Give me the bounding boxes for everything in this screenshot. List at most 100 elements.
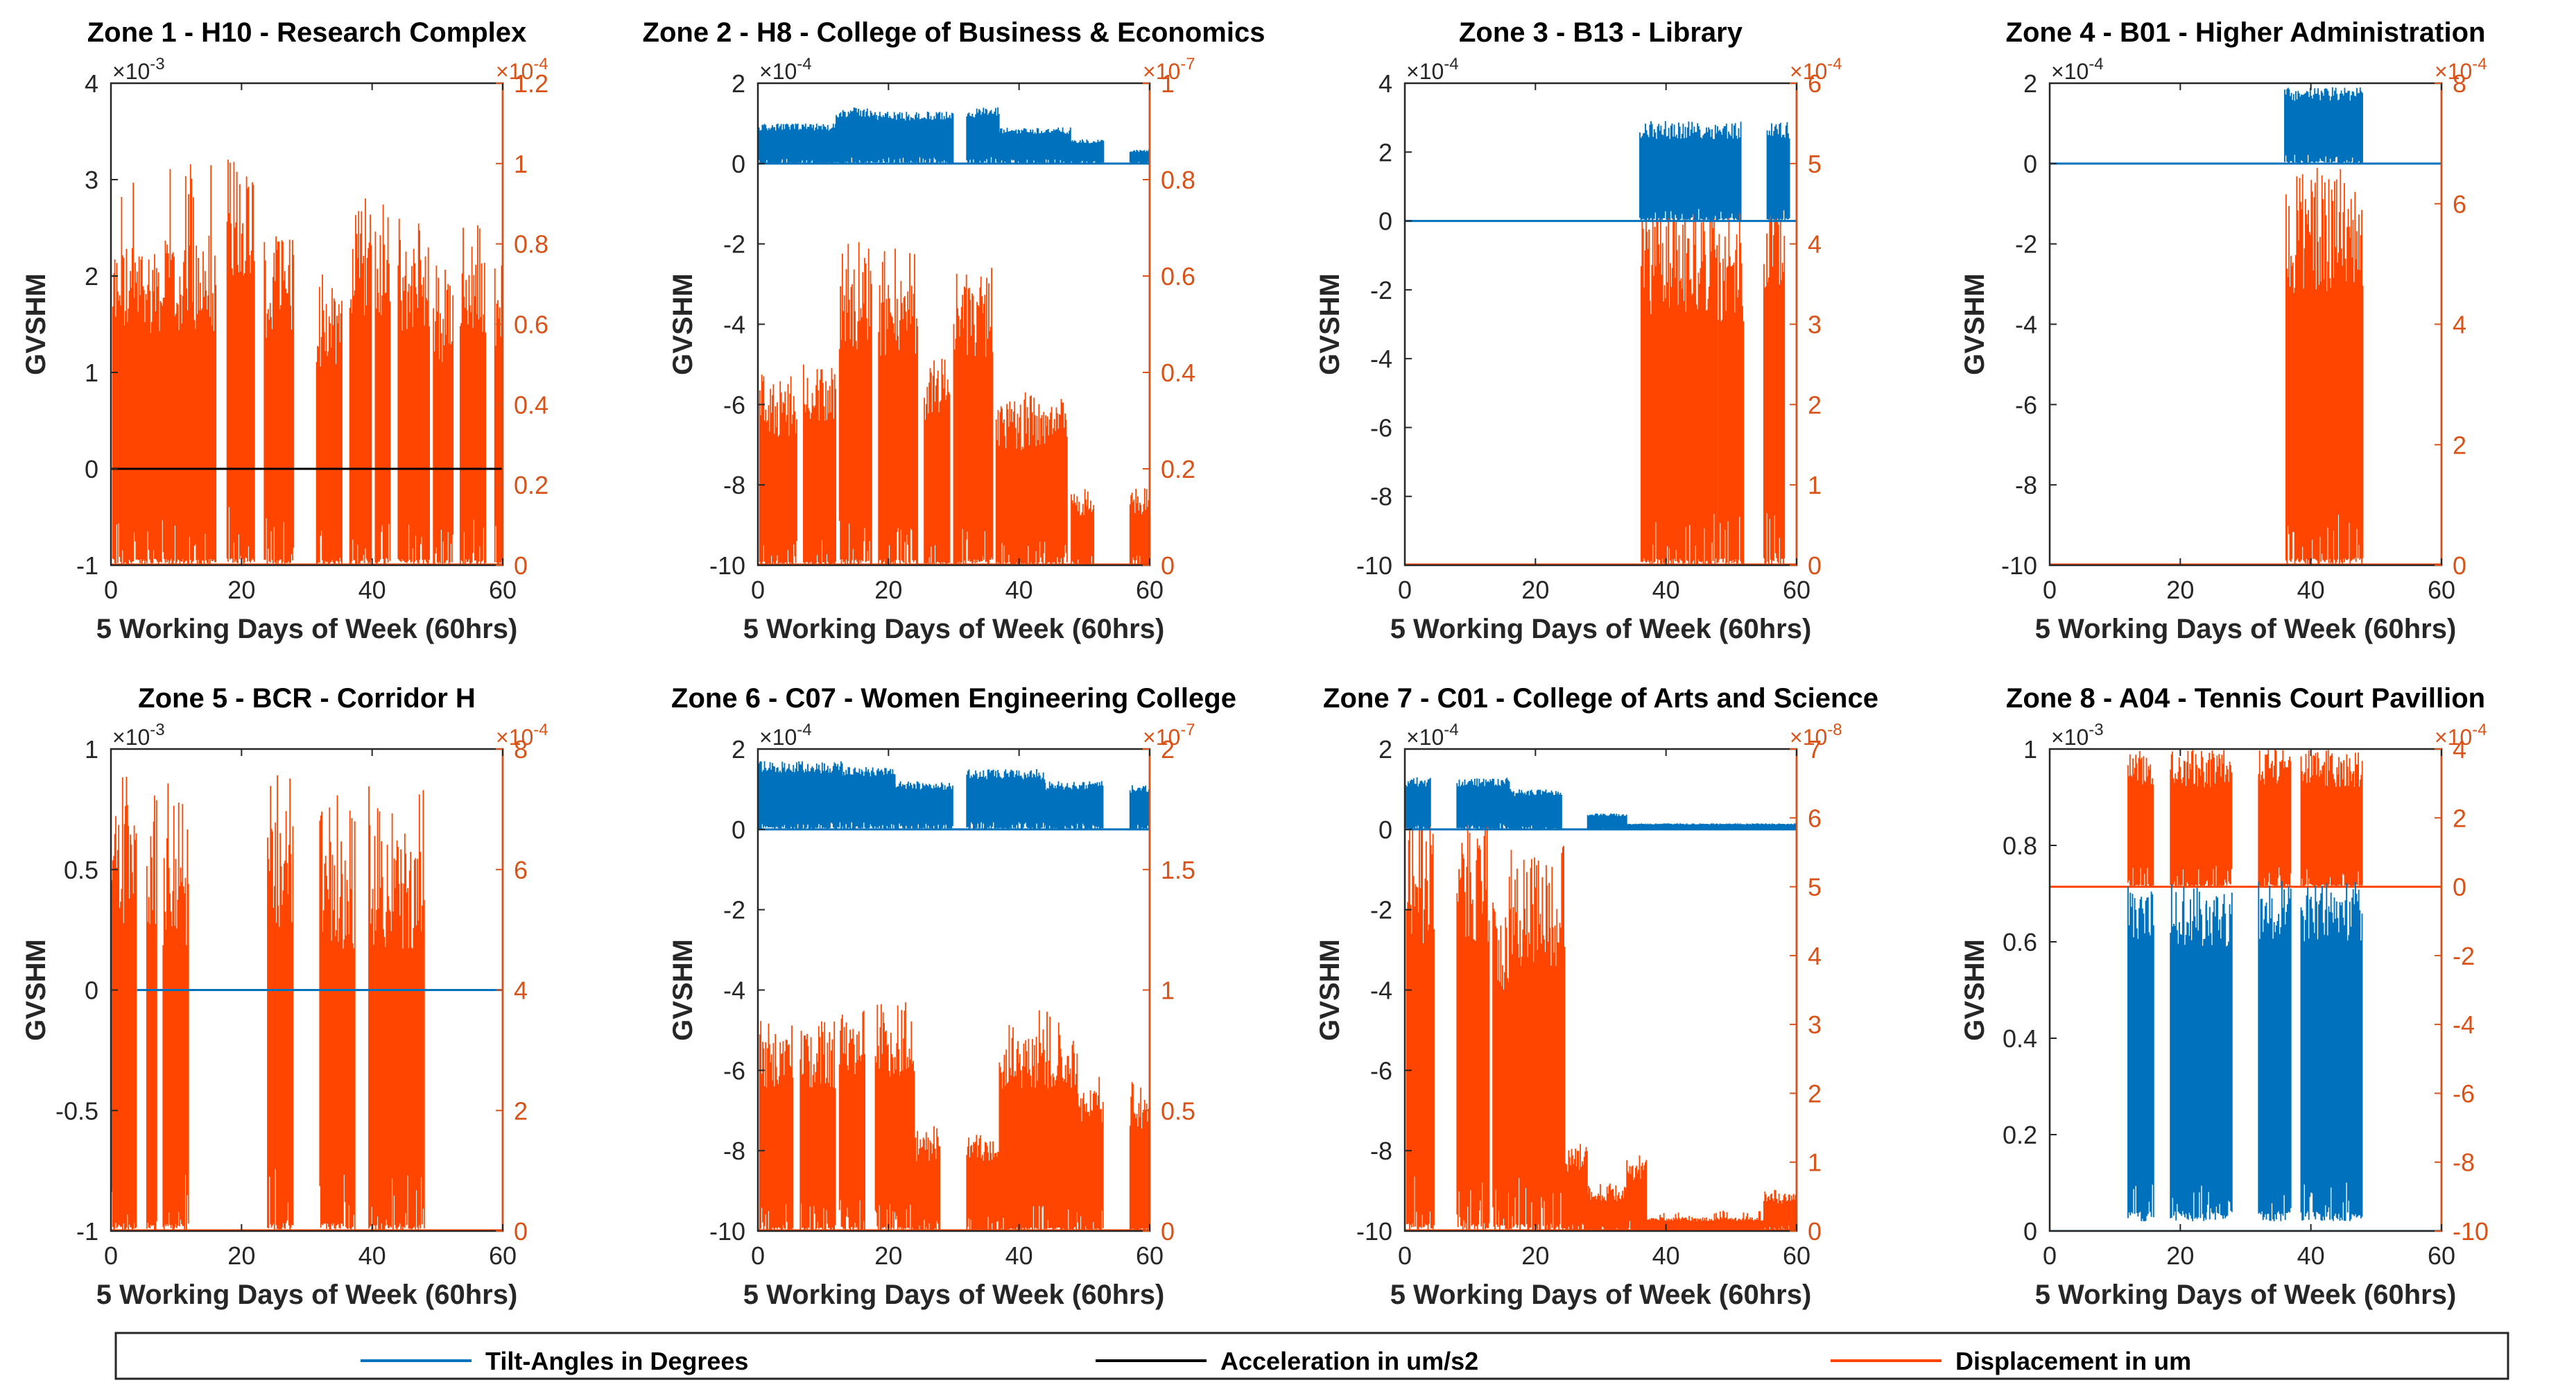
y-left-tick-label: 0 bbox=[732, 150, 745, 178]
left-exponent-power: -3 bbox=[150, 55, 164, 74]
y-right-tick-label: 4 bbox=[2453, 311, 2466, 339]
legend-label-accel: Acceleration in um/s2 bbox=[1220, 1347, 1478, 1375]
y-left-tick-label: 2 bbox=[1378, 735, 1392, 764]
displacement-block-1 bbox=[2285, 168, 2364, 565]
x-tick-label: 60 bbox=[1136, 576, 1164, 604]
displacement-block-7 bbox=[1626, 1155, 1648, 1231]
plot-area bbox=[2050, 83, 2441, 565]
displacement-block-6 bbox=[953, 268, 994, 565]
panel-title: Zone 8 - A04 - Tennis Court Pavillion bbox=[2006, 683, 2485, 714]
y-axis-label: GVSHM bbox=[1315, 939, 1345, 1041]
x-tick-label: 0 bbox=[1398, 576, 1412, 604]
plot-area bbox=[2050, 749, 2441, 1231]
displacement-block-2 bbox=[226, 160, 255, 565]
y-axis-label: GVSHM bbox=[21, 273, 51, 375]
y-right-tick-label: 0 bbox=[1161, 551, 1175, 580]
y-left-tick-label: 0.4 bbox=[2003, 1024, 2037, 1053]
y-left-tick-label: 0.8 bbox=[2003, 832, 2037, 860]
y-right-tick-label: 2 bbox=[2453, 804, 2466, 832]
tilt-series bbox=[1405, 777, 1797, 831]
panel-title: Zone 3 - B13 - Library bbox=[1459, 17, 1743, 48]
y-right-tick-label: 6 bbox=[514, 856, 528, 884]
displacement-block-2 bbox=[1456, 811, 1490, 1231]
tilt-block-5 bbox=[1626, 823, 1797, 829]
y-left-tick-label: 0 bbox=[1378, 816, 1392, 844]
y-left-tick-label: 0 bbox=[732, 816, 745, 844]
y-right-tick-label: 0 bbox=[2453, 551, 2466, 580]
tilt-block-4 bbox=[966, 769, 1046, 829]
tilt-block-3 bbox=[2206, 893, 2233, 1220]
y-left-tick-label: -6 bbox=[723, 1056, 745, 1085]
y-right-tick-label: 5 bbox=[1808, 873, 1822, 902]
x-axis-label: 5 Working Days of Week (60hrs) bbox=[96, 1280, 518, 1310]
y-axis-label: GVSHM bbox=[1960, 273, 1990, 375]
y-right-tick-label: 6 bbox=[1808, 69, 1822, 98]
left-exponent-power: -4 bbox=[797, 721, 811, 739]
y-left-tick-label: 4 bbox=[1378, 69, 1392, 98]
y-left-tick-label: 4 bbox=[85, 69, 98, 98]
tilt-block-6 bbox=[1071, 139, 1105, 164]
tilt-block-1 bbox=[1639, 121, 1742, 221]
y-left-tick-label: 1 bbox=[2023, 735, 2037, 764]
y-right-tick-label: 0 bbox=[1808, 551, 1822, 580]
tilt-series bbox=[758, 761, 1150, 831]
tilt-block-5 bbox=[2300, 881, 2363, 1221]
y-left-tick-label: 0.2 bbox=[2003, 1121, 2037, 1149]
x-tick-label: 20 bbox=[2166, 576, 2194, 604]
y-left-tick-label: 3 bbox=[85, 166, 98, 194]
displacement-block-3 bbox=[2258, 749, 2292, 887]
right-exponent-label: ×10-7 bbox=[1143, 721, 1195, 750]
displacement-block-3 bbox=[162, 783, 189, 1231]
y-right-tick-label: 0.6 bbox=[514, 311, 548, 339]
y-left-tick-label: -8 bbox=[1370, 1137, 1392, 1165]
panel-title: Zone 1 - H10 - Research Complex bbox=[87, 17, 527, 48]
y-right-tick-label: 1.5 bbox=[1161, 856, 1195, 884]
displacement-block-4 bbox=[315, 274, 343, 565]
chart-panel-8: 0 20 40 60 0 0.2 0.4 0.6 0.8 1 -10 -8 -6 -4 -2 0 2 4 ×10-3… bbox=[1960, 683, 2489, 1310]
x-tick-label: 40 bbox=[2297, 576, 2325, 604]
y-right-tick-label: 2 bbox=[1161, 735, 1175, 764]
left-exponent-power: -4 bbox=[1444, 55, 1458, 74]
displacement-block-5 bbox=[914, 1126, 941, 1231]
x-tick-label: 20 bbox=[227, 576, 255, 604]
displacement-block-1 bbox=[759, 1021, 794, 1231]
y-left-tick-label: -0.5 bbox=[55, 1096, 98, 1125]
tilt-block-5 bbox=[1044, 781, 1104, 829]
panel-title: Zone 5 - BCR - Corridor H bbox=[138, 683, 476, 714]
panel-title: Zone 6 - C07 - Women Engineering College bbox=[671, 683, 1236, 714]
x-tick-label: 60 bbox=[1783, 1241, 1810, 1270]
y-left-tick-label: 0 bbox=[2023, 150, 2037, 178]
y-right-tick-label: 3 bbox=[1808, 311, 1822, 339]
y-left-tick-label: -8 bbox=[723, 471, 745, 499]
y-axis-label: GVSHM bbox=[668, 273, 698, 375]
displacement-block-4 bbox=[878, 248, 919, 565]
y-left-tick-label: -1 bbox=[76, 1217, 98, 1246]
legend-label-disp: Displacement in um bbox=[1955, 1347, 2191, 1375]
displacement-series bbox=[2050, 749, 2441, 888]
displacement-block-8 bbox=[1645, 1210, 1765, 1231]
y-right-tick-label: 4 bbox=[514, 976, 528, 1005]
right-exponent-label: ×10-4 bbox=[496, 721, 548, 750]
right-exponent-label: ×10-7 bbox=[1143, 55, 1195, 84]
y-left-tick-label: 2 bbox=[732, 69, 745, 98]
left-exponent-power: -4 bbox=[2089, 55, 2103, 74]
y-right-tick-label: 0 bbox=[1808, 1217, 1822, 1246]
y-right-tick-label: 0.2 bbox=[514, 471, 548, 499]
y-right-tick-label: 1 bbox=[514, 150, 528, 178]
y-left-tick-label: -10 bbox=[709, 551, 745, 580]
legend: Tilt-Angles in Degrees Acceleration in u… bbox=[114, 1332, 2509, 1380]
y-right-tick-label: -4 bbox=[2453, 1010, 2475, 1039]
y-right-tick-label: 4 bbox=[1808, 942, 1822, 970]
x-tick-label: 0 bbox=[751, 1241, 765, 1270]
y-left-tick-label: -8 bbox=[2015, 471, 2037, 499]
y-right-tick-label: 0.4 bbox=[514, 390, 548, 419]
y-right-tick-label: 4 bbox=[2453, 735, 2466, 764]
y-right-tick-label: 8 bbox=[2453, 69, 2466, 98]
y-right-tick-label: 0 bbox=[514, 551, 528, 580]
tilt-series bbox=[758, 107, 1150, 165]
y-left-tick-label: -10 bbox=[1356, 551, 1392, 580]
y-right-tick-label: 0 bbox=[1161, 1217, 1175, 1246]
